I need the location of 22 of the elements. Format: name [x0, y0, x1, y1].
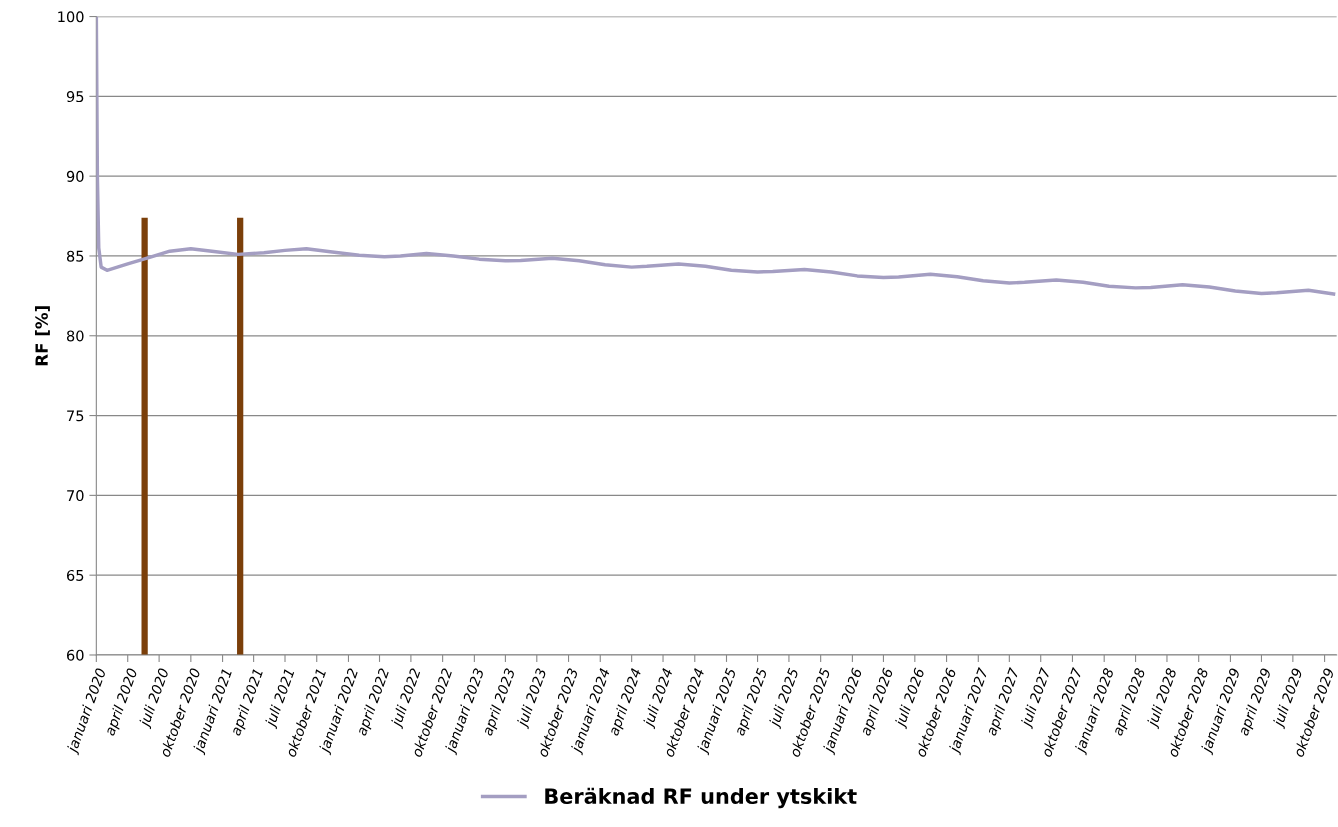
y-tick-label: 75 [67, 410, 84, 422]
x-tick-label: april 2029 [1240, 667, 1272, 737]
y-tick-label: 70 [67, 490, 84, 502]
y-axis-title: RF [%] [35, 306, 50, 366]
y-tick-label: 95 [66, 91, 84, 103]
y-tick-label: 65 [66, 569, 84, 581]
y-tick-label: 100 [58, 11, 84, 23]
y-tick-label: 90 [66, 170, 84, 182]
y-tick-label: 80 [66, 330, 84, 342]
y-tick-label: 60 [66, 649, 84, 661]
x-tick-label: april 2020 [106, 667, 138, 737]
x-tick-label: april 2027 [988, 667, 1020, 737]
y-tick-label: 85 [66, 250, 84, 262]
x-tick-label: april 2025 [736, 667, 768, 737]
x-tick-label: april 2024 [610, 667, 642, 737]
x-tick-label: april 2026 [862, 667, 894, 737]
x-tick-label: april 2021 [232, 668, 263, 737]
x-tick-label: april 2022 [358, 667, 390, 737]
x-tick-label: april 2028 [1114, 667, 1146, 737]
x-tick-label: juli 2021 [263, 668, 297, 730]
legend-label: Beräknad RF under ytskikt [545, 787, 857, 809]
x-tick-label: april 2023 [484, 667, 516, 737]
